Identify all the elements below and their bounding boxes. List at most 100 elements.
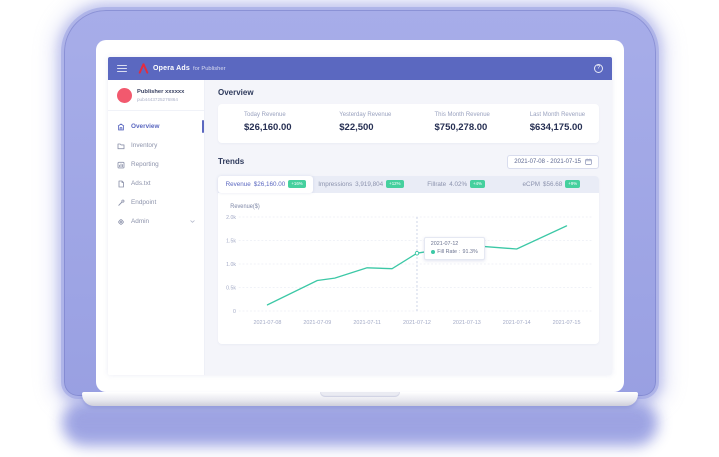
endpoint-link-icon — [118, 199, 125, 206]
page-title: Overview — [218, 88, 254, 97]
change-badge: +16% — [288, 180, 306, 188]
change-badge: +4% — [470, 180, 485, 188]
x-tick-label: 2021-07-11 — [353, 319, 381, 325]
tab-label: Fillrate — [427, 180, 447, 188]
change-badge: +12% — [386, 180, 404, 188]
tab-value: 4.02% — [449, 180, 468, 188]
trends-line-chart: 0 0.5k 1.0k 1.5k 2.0k 2021-07-08 2021-07-09 202… — [226, 203, 592, 326]
x-tick-label: 2021-07-13 — [453, 319, 481, 325]
sidebar: Publisher xxxxxx pub4443725276864 Overvi… — [108, 80, 205, 375]
tab-revenue[interactable]: Revenue $26,160.00 +16% — [218, 175, 314, 193]
y-tick-label: 1.5k — [226, 238, 236, 244]
publisher-id: pub4443725276864 — [137, 96, 178, 102]
tooltip-series-label: Fill Rate : — [437, 248, 460, 255]
y-tick-label: 2.0k — [226, 214, 236, 220]
y-tick-label: 1.0k — [226, 261, 236, 267]
dashboard-icon — [117, 123, 125, 130]
brand-title: Opera Ads — [153, 65, 190, 72]
stat-label: Today Revenue — [244, 112, 286, 118]
calendar-icon — [585, 158, 592, 165]
sidebar-item-label: Endpoint — [131, 199, 157, 206]
sidebar-item-overview[interactable]: Overview — [108, 117, 204, 136]
tab-value: $26,160.00 — [253, 180, 286, 188]
x-tick-label: 2021-07-08 — [253, 319, 281, 325]
brand-subtitle: for Publisher — [192, 65, 226, 72]
stat-value: $634,175.00 — [529, 121, 583, 133]
sidebar-item-admin[interactable]: Admin — [108, 212, 204, 231]
stat-this-month-revenue: This Month Revenue $750,278.00 — [409, 112, 504, 133]
tab-value: $56.68 — [543, 180, 563, 188]
tab-impressions[interactable]: Impressions 3,919,804 +12% — [313, 176, 408, 193]
publisher-account: Publisher xxxxxx pub4443725276864 — [108, 80, 204, 111]
report-chart-icon — [117, 161, 125, 168]
stat-label: Yesterday Revenue — [339, 112, 392, 118]
sidebar-item-adstxt[interactable]: Ads.txt — [108, 174, 204, 193]
stat-last-month-revenue: Last Month Revenue $634,175.00 — [504, 112, 599, 133]
folder-icon — [117, 143, 125, 149]
publisher-info: Publisher xxxxxx pub4443725276864 — [137, 89, 184, 102]
chart-axis-title: Revenue($) — [230, 203, 260, 209]
laptop-shadow-blob — [62, 400, 658, 446]
tab-ecpm[interactable]: eCPM $56.68 +9% — [504, 176, 599, 193]
tab-value: 3,919,804 — [355, 180, 384, 188]
sidebar-item-reporting[interactable]: Reporting — [108, 155, 204, 174]
metric-tabs: Revenue $26,160.00 +16% Impressions 3,91… — [218, 175, 599, 193]
trends-card: Revenue $26,160.00 +16% Impressions 3,91… — [218, 175, 599, 344]
dashboard-app: Opera Ads for Publisher ? Publisher xxxx… — [108, 57, 612, 375]
sidebar-item-label: Overview — [131, 123, 160, 130]
x-tick-label: 2021-07-09 — [303, 319, 331, 325]
laptop-screen: Opera Ads for Publisher ? Publisher xxxx… — [96, 40, 624, 392]
stat-label: This Month Revenue — [434, 112, 490, 118]
menu-icon[interactable] — [117, 65, 127, 72]
revenue-trend-chart-area: 0 0.5k 1.0k 1.5k 2.0k 2021-07-08 2021-07-09 202… — [218, 199, 599, 341]
x-tick-label: 2021-07-14 — [503, 319, 531, 325]
chevron-down-icon — [190, 220, 195, 223]
x-tick-label: 2021-07-12 — [403, 319, 431, 325]
stat-today-revenue: Today Revenue $26,160.00 — [218, 112, 313, 133]
tooltip-series-value: 91.3% — [462, 248, 478, 255]
data-point-marker — [414, 250, 420, 255]
sidebar-item-label: Inventory — [131, 142, 158, 149]
stat-value: $750,278.00 — [434, 121, 488, 133]
stat-yesterday-revenue: Yesterday Revenue $22,500 — [313, 112, 408, 133]
app-header: Opera Ads for Publisher ? — [108, 57, 612, 80]
sidebar-item-label: Ads.txt — [131, 180, 151, 187]
tab-label: Impressions — [318, 180, 353, 188]
publisher-avatar — [117, 88, 132, 103]
opera-ads-logo-icon — [138, 63, 149, 74]
tab-fillrate[interactable]: Fillrate 4.02% +4% — [409, 176, 504, 193]
sidebar-item-label: Reporting — [131, 161, 159, 168]
date-range-picker[interactable]: 2021-07-08 - 2021-07-15 — [507, 154, 599, 169]
sidebar-item-endpoint[interactable]: Endpoint — [108, 193, 204, 212]
sidebar-item-inventory[interactable]: Inventory — [108, 136, 204, 155]
trends-title: Trends — [218, 157, 245, 166]
revenue-stats-card: Today Revenue $26,160.00 Yesterday Reven… — [218, 104, 599, 143]
chart-tooltip: 2021-07-12 Fill Rate : 91.3% — [423, 236, 485, 260]
y-tick-label: 0 — [233, 308, 236, 314]
app-body: Publisher xxxxxx pub4443725276864 Overvi… — [108, 80, 612, 375]
publisher-name: Publisher xxxxxx — [137, 89, 185, 96]
laptop-base-notch — [320, 392, 400, 397]
stat-value: $26,160.00 — [244, 121, 292, 133]
y-tick-label: 0.5k — [226, 285, 236, 291]
series-dot-icon — [430, 249, 435, 254]
sidebar-item-label: Admin — [131, 218, 150, 225]
revenue-line — [266, 224, 568, 306]
main-content: Overview Today Revenue $26,160.00 Yester… — [205, 80, 612, 375]
sidebar-menu: Overview Inventory — [108, 111, 204, 231]
x-tick-label: 2021-07-15 — [553, 319, 581, 325]
tab-label: eCPM — [522, 180, 541, 188]
document-icon — [118, 180, 124, 187]
stat-label: Last Month Revenue — [529, 112, 586, 118]
tooltip-series-row: Fill Rate : 91.3% — [430, 248, 478, 255]
stat-value: $22,500 — [339, 121, 374, 133]
help-icon[interactable]: ? — [594, 64, 603, 73]
date-range-value: 2021-07-08 - 2021-07-15 — [514, 158, 581, 165]
change-badge: +9% — [565, 180, 581, 188]
trends-header: Trends 2021-07-08 - 2021-07-15 — [218, 154, 599, 169]
laptop-base — [82, 392, 638, 406]
tooltip-date: 2021-07-12 — [430, 240, 459, 247]
tab-label: Revenue — [225, 180, 251, 188]
gear-icon — [118, 218, 124, 225]
